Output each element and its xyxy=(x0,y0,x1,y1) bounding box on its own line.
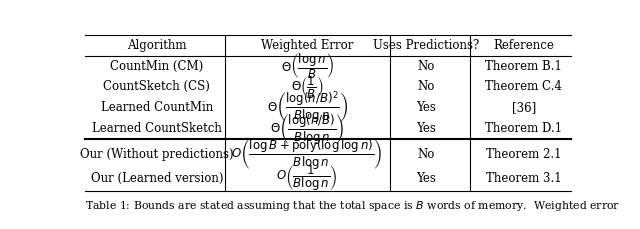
Text: Theorem B.1: Theorem B.1 xyxy=(486,60,563,73)
Text: Algorithm: Algorithm xyxy=(127,39,187,52)
Text: Yes: Yes xyxy=(416,122,436,135)
Text: Our (Learned version): Our (Learned version) xyxy=(91,172,223,185)
Text: Weighted Error: Weighted Error xyxy=(261,39,353,52)
Text: Theorem 2.1: Theorem 2.1 xyxy=(486,148,562,161)
Text: No: No xyxy=(417,148,435,161)
Text: $O\left(\dfrac{1}{B\log n}\right)$: $O\left(\dfrac{1}{B\log n}\right)$ xyxy=(276,164,338,194)
Text: CountMin (CM): CountMin (CM) xyxy=(110,60,204,73)
Text: No: No xyxy=(417,80,435,93)
Text: CountSketch (CS): CountSketch (CS) xyxy=(104,80,211,93)
Text: [36]: [36] xyxy=(512,101,536,114)
Text: Learned CountSketch: Learned CountSketch xyxy=(92,122,222,135)
Text: No: No xyxy=(417,60,435,73)
Text: Yes: Yes xyxy=(416,101,436,114)
Text: Yes: Yes xyxy=(416,172,436,185)
Text: Learned CountMin: Learned CountMin xyxy=(100,101,213,114)
Text: $\Theta\left(\dfrac{\log n}{B}\right)$: $\Theta\left(\dfrac{\log n}{B}\right)$ xyxy=(280,51,334,81)
Text: $\Theta\left(\dfrac{\log(n/B)^2}{B\log n}\right)$: $\Theta\left(\dfrac{\log(n/B)^2}{B\log n… xyxy=(267,90,348,126)
Text: Theorem D.1: Theorem D.1 xyxy=(485,122,563,135)
Text: Theorem C.4: Theorem C.4 xyxy=(486,80,563,93)
Text: Theorem 3.1: Theorem 3.1 xyxy=(486,172,562,185)
Text: Uses Predictions?: Uses Predictions? xyxy=(373,39,479,52)
Text: Table 1: Bounds are stated assuming that the total space is $B$ words of memory.: Table 1: Bounds are stated assuming that… xyxy=(85,199,620,213)
Text: $\Theta\left(\dfrac{\log(n/B)}{B\log n}\right)$: $\Theta\left(\dfrac{\log(n/B)}{B\log n}\… xyxy=(270,112,344,145)
Text: Reference: Reference xyxy=(493,39,554,52)
Text: Our (Without predictions): Our (Without predictions) xyxy=(80,148,234,161)
Text: $O\left(\dfrac{\log B+\mathrm{poly}(\log\log n)}{B\log n}\right)$: $O\left(\dfrac{\log B+\mathrm{poly}(\log… xyxy=(232,137,383,171)
Text: $\Theta\left(\dfrac{1}{B}\right)$: $\Theta\left(\dfrac{1}{B}\right)$ xyxy=(291,74,323,100)
